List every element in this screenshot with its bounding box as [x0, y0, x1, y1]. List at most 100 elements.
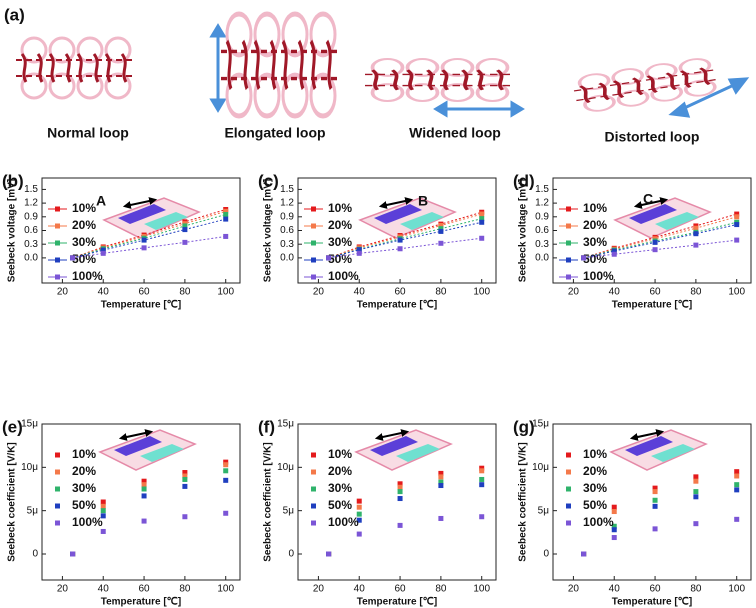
legend-marker	[311, 452, 316, 458]
x-tick-label: 80	[179, 584, 191, 595]
data-point	[182, 239, 188, 245]
legend-label: 30%	[328, 235, 352, 249]
inset-fabric	[609, 429, 708, 471]
legend-label: 20%	[328, 464, 352, 478]
legend-marker	[55, 486, 60, 492]
loop-yarn	[576, 78, 721, 102]
x-tick-label: 80	[435, 287, 447, 298]
y-tick-label: 0.3	[535, 239, 549, 250]
data-point	[611, 248, 617, 254]
loop-outline	[48, 72, 76, 100]
y-tick-label: 0.9	[535, 211, 549, 222]
electrode	[374, 204, 422, 224]
legend-label: 100%	[72, 515, 103, 529]
x-tick-label: 20	[57, 584, 69, 595]
data-point	[397, 484, 403, 490]
loop-outline	[440, 83, 475, 103]
data-point	[693, 521, 699, 527]
loop-yarn	[20, 53, 44, 83]
x-tick-label: 20	[313, 584, 325, 595]
knit-loop	[573, 58, 721, 112]
loop-outline	[577, 73, 611, 91]
y-tick-label: 15μ	[532, 419, 549, 430]
data-point	[223, 510, 229, 516]
electrode	[140, 444, 184, 462]
data-point	[356, 498, 362, 504]
data-point	[223, 468, 229, 474]
loop-outline	[611, 68, 645, 86]
legend-marker	[55, 469, 60, 475]
x-tick-label: 80	[435, 584, 447, 595]
y-tick-label: 0.0	[535, 253, 549, 264]
data-point	[182, 514, 188, 520]
loop-outline	[616, 89, 650, 107]
y-axis-title: Seebeck voltage [mV]	[518, 179, 529, 282]
loop-caption: Distorted loop	[605, 129, 700, 145]
x-tick-label: 80	[690, 287, 702, 298]
data-point	[611, 504, 617, 510]
data-point	[397, 522, 403, 528]
data-point	[356, 531, 362, 537]
data-point	[611, 535, 617, 541]
data-point	[100, 499, 106, 505]
legend-label: 50%	[72, 252, 96, 266]
data-point	[734, 214, 740, 220]
y-tick-label: 15μ	[277, 419, 294, 430]
strain-arrow	[122, 197, 158, 209]
data-point	[223, 477, 229, 483]
data-point	[693, 494, 699, 500]
y-axis-title: Seebeck coefficient [V/K]	[7, 442, 18, 561]
y-axis-title: Seebeck coefficient [V/K]	[263, 442, 274, 561]
y-tick-label: 1.2	[280, 198, 294, 209]
inset-fabric: A	[96, 193, 201, 239]
data-point	[356, 517, 362, 523]
loop-yarn	[76, 53, 100, 83]
legend-marker	[55, 520, 60, 526]
legend-label: 20%	[583, 464, 607, 478]
x-tick-label: 60	[138, 287, 150, 298]
data-point	[734, 237, 740, 243]
data-point	[479, 219, 485, 225]
electrode	[629, 204, 677, 224]
data-point	[100, 528, 106, 534]
data-point	[479, 482, 485, 488]
data-point	[734, 211, 740, 217]
data-point	[70, 551, 76, 557]
x-tick-label: 40	[98, 287, 110, 298]
legend-label: 30%	[72, 235, 96, 249]
legend-label: 20%	[583, 218, 607, 232]
loop-outline	[281, 72, 309, 119]
legend-label: 20%	[328, 218, 352, 232]
x-tick-label: 100	[217, 287, 234, 298]
loop-outline	[253, 11, 281, 58]
loop-outline	[48, 36, 76, 64]
loop-yarn	[253, 39, 277, 91]
data-point	[479, 476, 485, 482]
data-point	[652, 485, 658, 491]
data-point	[479, 465, 485, 471]
data-point	[397, 237, 403, 243]
data-point	[479, 211, 485, 217]
x-tick-label: 60	[649, 287, 661, 298]
inset-label: C	[643, 191, 653, 207]
inset-label: B	[418, 193, 428, 209]
data-point	[734, 469, 740, 475]
x-tick-label: 60	[138, 584, 150, 595]
y-tick-label: 0.0	[280, 253, 294, 264]
loop-outline	[475, 57, 510, 77]
y-tick-label: 10μ	[21, 462, 38, 473]
series-line	[72, 214, 226, 259]
data-point	[438, 479, 444, 485]
loop-outline	[76, 36, 104, 64]
panel-label: (f)	[258, 417, 275, 436]
legend-label: 30%	[583, 235, 607, 249]
x-tick-label: 20	[57, 287, 69, 298]
y-tick-label: 10μ	[277, 462, 294, 473]
x-tick-label: 100	[728, 287, 745, 298]
data-point	[397, 246, 403, 252]
legend-marker	[566, 452, 571, 458]
panel-label: (c)	[258, 171, 279, 190]
data-point	[652, 489, 658, 495]
loop-outline	[405, 57, 440, 77]
